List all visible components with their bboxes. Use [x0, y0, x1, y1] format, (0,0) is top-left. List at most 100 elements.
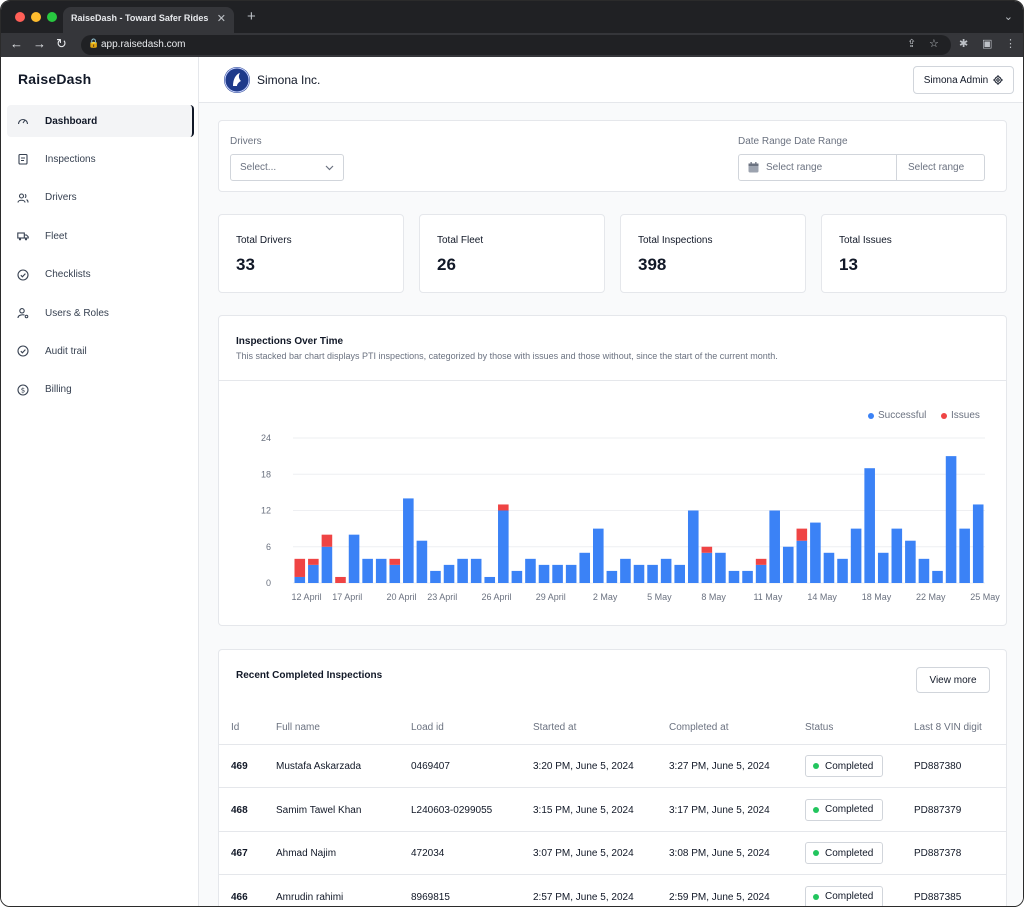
bar-successful[interactable] [565, 564, 577, 583]
bar-successful[interactable] [552, 564, 563, 583]
sidebar-item-users-roles[interactable]: Users & Roles [7, 297, 194, 329]
bar-successful[interactable] [769, 510, 780, 584]
bar-issues[interactable] [321, 534, 333, 547]
bar-successful[interactable] [443, 564, 455, 583]
bar-issues[interactable] [389, 558, 401, 565]
bar-successful[interactable] [932, 570, 943, 583]
legend-successful[interactable]: Successful [868, 410, 926, 421]
bar-successful[interactable] [728, 570, 740, 583]
sidebar-item-fleet[interactable]: Fleet [7, 220, 194, 252]
bar-issues[interactable] [294, 558, 306, 577]
bookmark-star-icon[interactable]: ☆ [929, 38, 939, 50]
bar-issues[interactable] [755, 558, 767, 565]
x-tick-label: 20 April [387, 592, 417, 602]
bar-issues[interactable] [796, 528, 808, 541]
sidebar-toggle-icon[interactable]: ▣ [982, 38, 993, 50]
maximize-window-button[interactable] [47, 12, 57, 22]
bar-successful[interactable] [850, 528, 862, 583]
bar-issues[interactable] [701, 546, 713, 553]
bar-successful[interactable] [810, 522, 821, 583]
extensions-icon[interactable]: ✱ [959, 38, 969, 50]
new-tab-icon[interactable]: + [247, 8, 256, 25]
range-end-input[interactable]: Select range [908, 162, 965, 173]
bar-successful[interactable] [837, 558, 848, 583]
bar-successful[interactable] [294, 576, 306, 583]
app-logo[interactable]: RaiseDash [18, 71, 92, 87]
bar-successful[interactable] [782, 546, 794, 583]
sidebar-item-dashboard[interactable]: Dashboard [7, 105, 194, 137]
bar-successful[interactable] [538, 564, 550, 583]
sidebar-item-inspections[interactable]: Inspections [7, 143, 194, 175]
drivers-select[interactable]: Select... [230, 154, 344, 181]
sidebar-item-checklists[interactable]: Checklists [7, 259, 194, 291]
bar-successful[interactable] [972, 504, 984, 583]
close-window-button[interactable] [15, 12, 25, 22]
column-header: Completed at [669, 722, 729, 733]
bar-successful[interactable] [796, 540, 808, 583]
back-icon[interactable]: ← [10, 36, 23, 51]
bar-successful[interactable] [525, 558, 536, 583]
bar-successful[interactable] [742, 570, 753, 583]
share-icon[interactable]: ⇪ [907, 38, 917, 50]
bar-successful[interactable] [715, 552, 726, 583]
bar-successful[interactable] [375, 558, 387, 583]
gear-icon [993, 75, 1003, 85]
bar-successful[interactable] [498, 510, 509, 584]
bar-issues[interactable] [335, 576, 346, 583]
bar-successful[interactable] [891, 528, 903, 583]
bar-successful[interactable] [620, 558, 631, 583]
table-row[interactable]: 466 Amrudin rahimi 8969815 2:57 PM, June 5,… [219, 876, 1007, 906]
sidebar-item-billing[interactable]: $ Billing [7, 374, 194, 406]
legend-issues[interactable]: Issues [941, 410, 980, 421]
bar-successful[interactable] [457, 558, 468, 583]
bar-successful[interactable] [403, 498, 414, 583]
bar-successful[interactable] [674, 564, 685, 583]
bar-successful[interactable] [687, 510, 699, 584]
browser-tab[interactable]: RaiseDash - Toward Safer Rides ✕ [63, 7, 234, 33]
bar-successful[interactable] [633, 564, 645, 583]
cell-id: 467 [231, 848, 248, 859]
sidebar-item-audit-trail[interactable]: Audit trail [7, 335, 194, 367]
bar-successful[interactable] [579, 552, 591, 583]
admin-menu-button[interactable]: Simona Admin [913, 66, 1014, 94]
bar-successful[interactable] [905, 540, 916, 583]
minimize-window-button[interactable] [31, 12, 41, 22]
bar-successful[interactable] [959, 528, 970, 583]
bar-successful[interactable] [484, 576, 496, 583]
bar-successful[interactable] [606, 570, 618, 583]
bar-successful[interactable] [755, 564, 767, 583]
reload-icon[interactable]: ↻ [56, 36, 67, 51]
view-more-button[interactable]: View more [916, 667, 990, 693]
sidebar-item-drivers[interactable]: Drivers [7, 182, 194, 214]
more-menu-icon[interactable]: ⋮ [1005, 38, 1016, 50]
table-row[interactable]: 468 Samim Tawel Khan L240603-0299055 3:15 P… [219, 789, 1007, 832]
bar-successful[interactable] [701, 552, 713, 583]
bar-successful[interactable] [660, 558, 672, 583]
chevron-down-icon[interactable]: ⌄ [1003, 11, 1013, 23]
bar-successful[interactable] [945, 456, 957, 583]
bar-issues[interactable] [308, 558, 319, 565]
bar-successful[interactable] [362, 558, 373, 583]
close-tab-icon[interactable]: ✕ [216, 13, 226, 25]
bar-successful[interactable] [416, 540, 428, 583]
bar-successful[interactable] [647, 564, 658, 583]
bar-successful[interactable] [918, 558, 930, 583]
bar-successful[interactable] [511, 570, 523, 583]
forward-icon[interactable]: → [33, 36, 46, 51]
bar-successful[interactable] [308, 564, 319, 583]
bar-successful[interactable] [321, 546, 333, 583]
bar-successful[interactable] [823, 552, 835, 583]
bar-successful[interactable] [864, 468, 875, 583]
range-start-input[interactable]: Select range [766, 162, 823, 173]
table-row[interactable]: 469 Mustafa Askarzada 0469407 3:20 PM, June… [219, 745, 1007, 788]
table-row[interactable]: 467 Ahmad Najim 472034 3:07 PM, June 5, 202… [219, 832, 1007, 875]
bar-successful[interactable] [348, 534, 360, 583]
bar-successful[interactable] [593, 528, 604, 583]
bar-successful[interactable] [389, 564, 401, 583]
address-bar[interactable]: 🔒 app.raisedash.com [81, 35, 951, 55]
bar-successful[interactable] [877, 552, 889, 583]
bar-successful[interactable] [430, 570, 441, 583]
legend-dot-issues [941, 412, 947, 419]
bar-successful[interactable] [470, 558, 482, 583]
bar-issues[interactable] [498, 504, 509, 511]
